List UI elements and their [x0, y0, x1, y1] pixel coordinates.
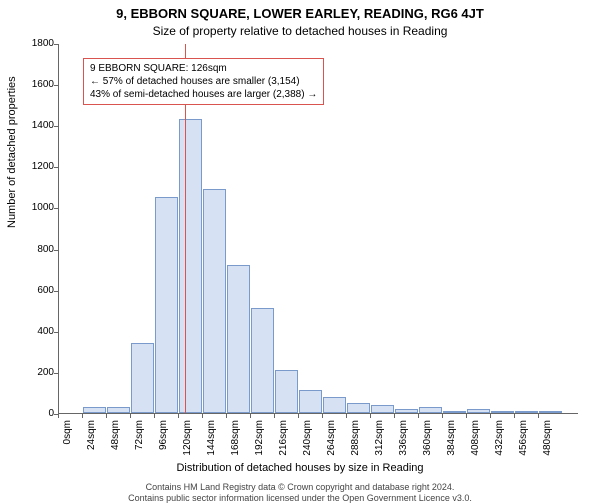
histogram-bar: [395, 409, 418, 413]
histogram-bar: [491, 411, 514, 413]
y-tick-label: 1200: [18, 161, 54, 172]
histogram-bar: [515, 411, 538, 413]
x-tick-mark: [202, 414, 203, 418]
x-tick-mark: [298, 414, 299, 418]
histogram-bar: [539, 411, 562, 413]
x-tick-mark: [514, 414, 515, 418]
plot-area: 9 EBBORN SQUARE: 126sqm ← 57% of detache…: [58, 44, 578, 414]
y-axis-label: Number of detached properties: [6, 76, 18, 228]
x-tick-mark: [178, 414, 179, 418]
x-axis-label: Distribution of detached houses by size …: [0, 462, 600, 474]
annotation-line-2: ← 57% of detached houses are smaller (3,…: [90, 75, 317, 88]
title-address: 9, EBBORN SQUARE, LOWER EARLEY, READING,…: [0, 6, 600, 21]
annotation-line-1: 9 EBBORN SQUARE: 126sqm: [90, 62, 317, 75]
x-tick-mark: [106, 414, 107, 418]
footer-line-1: Contains HM Land Registry data © Crown c…: [0, 482, 600, 493]
x-tick-label: 72sqm: [134, 420, 145, 468]
x-tick-mark: [226, 414, 227, 418]
x-tick-label: 240sqm: [302, 420, 313, 468]
x-tick-mark: [130, 414, 131, 418]
x-tick-label: 360sqm: [422, 420, 433, 468]
x-tick-label: 24sqm: [86, 420, 97, 468]
histogram-bar: [347, 403, 370, 413]
chart-container: 9, EBBORN SQUARE, LOWER EARLEY, READING,…: [0, 0, 600, 500]
histogram-bar: [227, 265, 250, 413]
x-tick-mark: [466, 414, 467, 418]
histogram-bar: [251, 308, 274, 413]
y-tick-label: 200: [18, 367, 54, 378]
histogram-bar: [299, 390, 322, 413]
histogram-bar: [155, 197, 178, 413]
x-tick-label: 168sqm: [230, 420, 241, 468]
y-tick-label: 400: [18, 326, 54, 337]
x-tick-label: 384sqm: [446, 420, 457, 468]
x-tick-mark: [418, 414, 419, 418]
histogram-bar: [275, 370, 298, 413]
x-tick-label: 48sqm: [110, 420, 121, 468]
y-tick-label: 1600: [18, 79, 54, 90]
x-tick-label: 120sqm: [182, 420, 193, 468]
x-tick-label: 96sqm: [158, 420, 169, 468]
x-tick-label: 264sqm: [326, 420, 337, 468]
x-tick-label: 144sqm: [206, 420, 217, 468]
x-tick-label: 456sqm: [518, 420, 529, 468]
x-tick-mark: [82, 414, 83, 418]
annotation-line-3: 43% of semi-detached houses are larger (…: [90, 88, 317, 101]
x-tick-label: 432sqm: [494, 420, 505, 468]
y-tick-label: 1000: [18, 202, 54, 213]
x-tick-label: 192sqm: [254, 420, 265, 468]
x-tick-label: 0sqm: [62, 420, 73, 468]
x-tick-label: 480sqm: [542, 420, 553, 468]
x-tick-mark: [442, 414, 443, 418]
histogram-bar: [83, 407, 106, 413]
histogram-bar: [419, 407, 442, 413]
histogram-bar: [443, 411, 466, 413]
histogram-bar: [467, 409, 490, 413]
y-tick-label: 800: [18, 244, 54, 255]
x-tick-mark: [538, 414, 539, 418]
x-tick-mark: [154, 414, 155, 418]
annotation-box: 9 EBBORN SQUARE: 126sqm ← 57% of detache…: [83, 58, 324, 105]
x-tick-label: 312sqm: [374, 420, 385, 468]
x-tick-label: 408sqm: [470, 420, 481, 468]
x-tick-mark: [490, 414, 491, 418]
y-tick-label: 0: [18, 408, 54, 419]
x-tick-label: 216sqm: [278, 420, 289, 468]
y-tick-label: 1800: [18, 38, 54, 49]
histogram-bar: [179, 119, 202, 413]
x-tick-label: 336sqm: [398, 420, 409, 468]
x-tick-mark: [274, 414, 275, 418]
y-tick-label: 600: [18, 285, 54, 296]
histogram-bar: [203, 189, 226, 413]
x-tick-mark: [58, 414, 59, 418]
x-tick-label: 288sqm: [350, 420, 361, 468]
y-tick-label: 1400: [18, 120, 54, 131]
x-tick-mark: [322, 414, 323, 418]
x-tick-mark: [346, 414, 347, 418]
histogram-bar: [371, 405, 394, 413]
footer-attribution: Contains HM Land Registry data © Crown c…: [0, 482, 600, 504]
histogram-bar: [323, 397, 346, 413]
x-tick-mark: [250, 414, 251, 418]
x-tick-mark: [370, 414, 371, 418]
x-tick-mark: [394, 414, 395, 418]
histogram-bar: [107, 407, 130, 413]
histogram-bar: [131, 343, 154, 413]
footer-line-2: Contains public sector information licen…: [0, 493, 600, 504]
title-description: Size of property relative to detached ho…: [0, 24, 600, 38]
